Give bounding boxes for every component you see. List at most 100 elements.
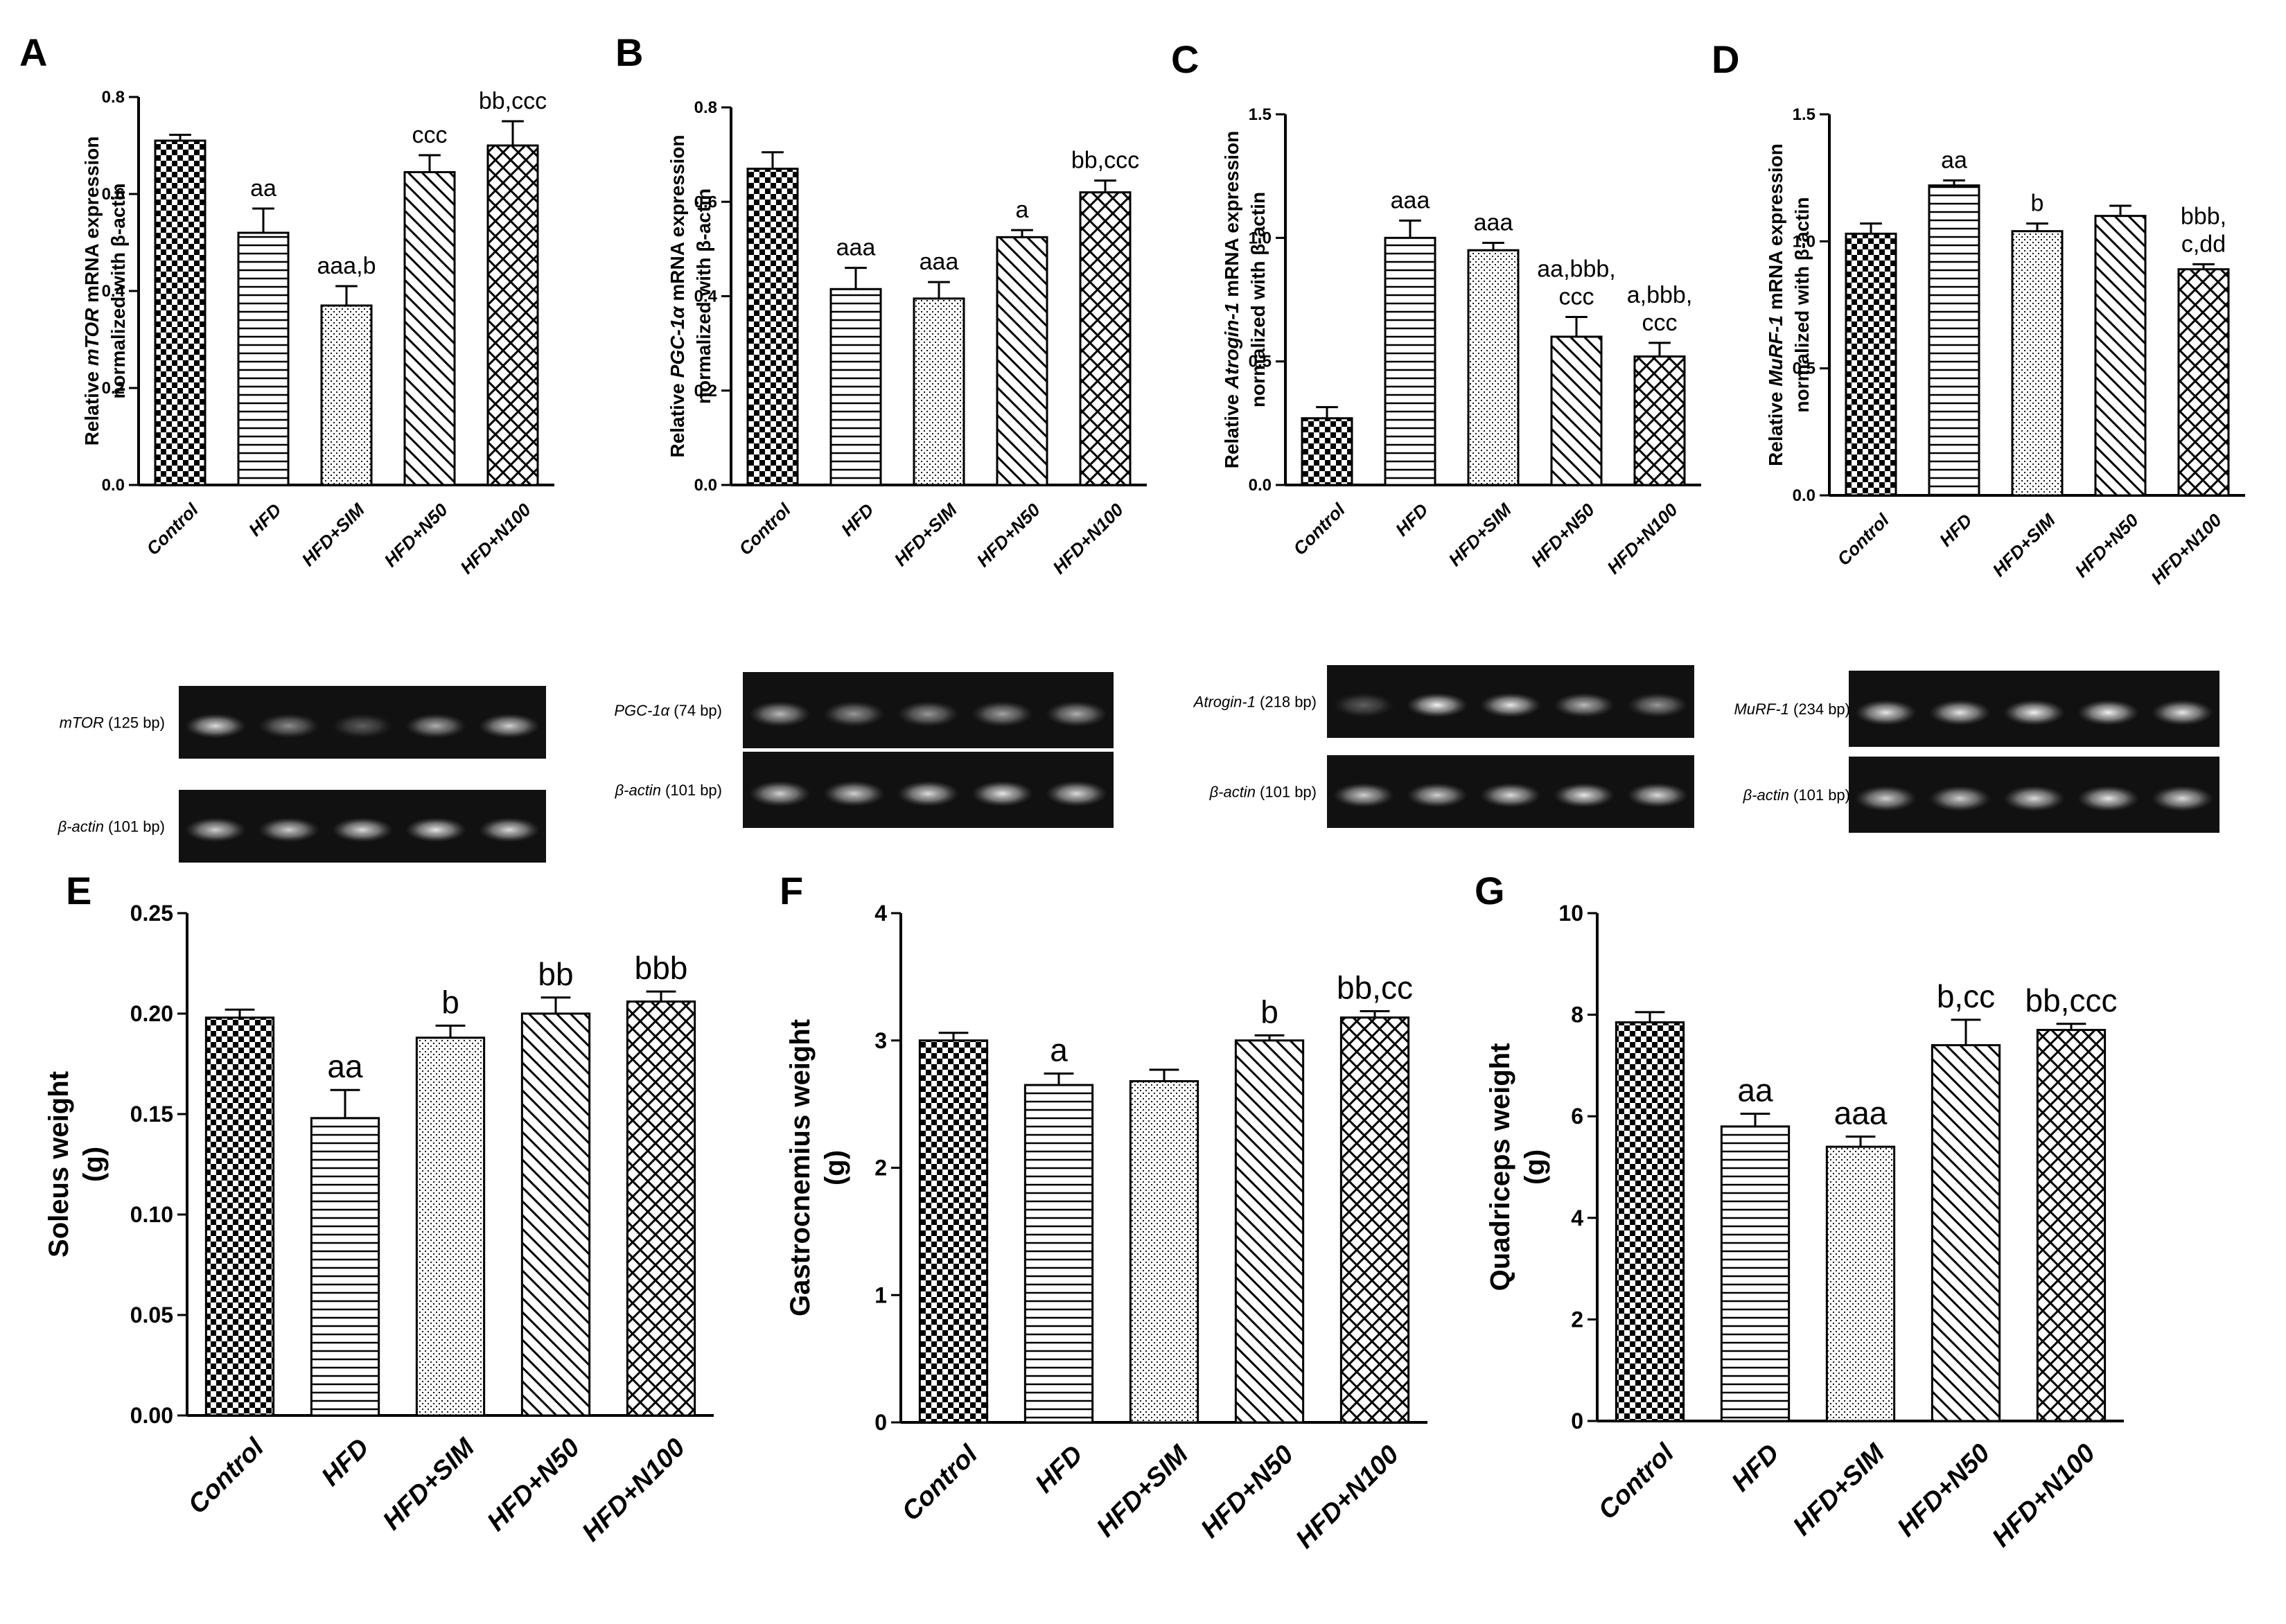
significance-label: aaa	[1391, 187, 1430, 213]
bar	[829, 288, 882, 486]
gel-band	[2077, 699, 2140, 726]
bar	[626, 1000, 696, 1417]
bar	[2011, 230, 2064, 497]
bar	[520, 1012, 591, 1417]
bar	[1931, 1044, 2001, 1422]
category-label: Control	[1833, 509, 1893, 570]
significance-label: b,cc	[1937, 978, 1995, 1014]
significance-label: aaa	[836, 235, 876, 261]
significance-label: c,dd	[2181, 231, 2226, 257]
category-label: HFD+SIM	[1091, 1439, 1195, 1542]
gel-band	[1854, 785, 1917, 812]
gel-band	[823, 700, 886, 727]
bar	[1633, 355, 1686, 486]
bar	[1615, 1021, 1685, 1422]
y-tick-label: 0.10	[130, 1202, 173, 1227]
bar	[310, 1117, 380, 1417]
y-tick-label: 0.0	[694, 476, 717, 495]
chart-panel-g: G 0 2 4 6 8 10 Quadriceps weight (g) Control aa HFD…	[1475, 869, 2124, 1553]
y-tick-label: 0.8	[102, 88, 125, 107]
y-tick-label: 4	[874, 901, 887, 926]
panel-letter: A	[19, 30, 47, 74]
chart-panel-b: B 0.0 0.2 0.4 0.6 0.8 Relative PGC-1α mRNA exp…	[615, 30, 1147, 578]
y-tick-label: 3	[874, 1028, 887, 1053]
significance-label: aa	[1737, 1073, 1773, 1109]
bar	[1928, 184, 1980, 497]
category-label: HFD	[1726, 1438, 1785, 1497]
gel-band	[1045, 700, 1108, 727]
y-axis-label: Relative PGC-1α mRNA expression normalize…	[667, 134, 714, 457]
category-label: HFD	[1391, 499, 1432, 540]
bar	[415, 1036, 486, 1417]
y-tick-label: 0.25	[130, 901, 173, 926]
category-label: HFD+N50	[380, 499, 452, 571]
gel-panel-d: MuRF-1 (234 bp) β-actin (101 bp)	[1734, 671, 2219, 833]
gel-band	[1928, 699, 1992, 726]
category-label: HFD+SIM	[1788, 1438, 1891, 1541]
y-tick-label: 1.5	[1793, 105, 1815, 124]
gel-band	[971, 700, 1034, 727]
y-tick-label: 4	[1571, 1206, 1583, 1230]
gel-band	[1406, 692, 1468, 718]
category-label: HFD+N50	[1892, 1438, 1996, 1542]
y-tick-label: 0.8	[694, 98, 717, 117]
category-label: HFD+N50	[1195, 1440, 1299, 1544]
y-tick-label: 0.15	[130, 1102, 173, 1127]
gel-band	[1333, 782, 1395, 808]
y-tick-label: 0.00	[130, 1403, 173, 1428]
gel-band	[1626, 782, 1689, 808]
gel-band	[1626, 692, 1689, 718]
bar	[1023, 1084, 1094, 1424]
significance-label: bb,cc	[1337, 969, 1413, 1005]
gel-band	[2003, 785, 2066, 812]
gel-band	[478, 713, 540, 739]
y-tick-label: 0.5	[1249, 353, 1272, 371]
bar	[1234, 1039, 1305, 1424]
gel-label-target: mTOR (125 bp)	[60, 714, 165, 732]
gel-band	[2151, 699, 2214, 726]
bar	[1467, 249, 1520, 486]
bar	[403, 171, 456, 486]
y-tick-label: 0.2	[694, 382, 717, 400]
gel-band	[331, 817, 394, 842]
y-tick-label: 10	[1558, 901, 1583, 926]
gel-band	[405, 817, 467, 842]
gel-band	[897, 700, 960, 727]
y-axis-label: Quadriceps weight (g)	[1485, 1043, 1550, 1291]
y-tick-label: 8	[1571, 1003, 1583, 1027]
significance-label: aaa	[920, 249, 959, 275]
y-tick-label: 1	[874, 1282, 887, 1307]
gel-band	[478, 817, 540, 842]
bar	[1129, 1080, 1199, 1424]
y-tick-label: 0.0	[102, 476, 125, 495]
category-label: HFD+N100	[2147, 509, 2226, 588]
significance-label: bbb,	[2181, 203, 2226, 229]
gel-band	[1553, 782, 1615, 808]
y-tick-label: 0.6	[694, 193, 717, 211]
significance-label: aa,bbb,	[1537, 256, 1615, 282]
panel-letter: G	[1475, 869, 1505, 912]
category-label: HFD+N100	[1987, 1438, 2101, 1553]
bar	[1079, 191, 1132, 486]
significance-label: b	[1260, 994, 1278, 1030]
significance-label: bb	[538, 956, 573, 992]
significance-label: bb,ccc	[1071, 148, 1139, 174]
y-tick-label: 0.05	[130, 1303, 173, 1327]
chart-panel-d: D 0.0 0.5 1.0 1.5 Relative MuRF-1 mRNA expres…	[1712, 37, 2245, 588]
y-tick-label: 1.0	[1793, 232, 1815, 251]
category-label: Control	[897, 1439, 984, 1526]
significance-label: bb,ccc	[479, 88, 547, 114]
bar	[918, 1039, 989, 1424]
y-tick-label: 0.6	[102, 185, 125, 204]
bar	[486, 144, 539, 486]
bar	[746, 168, 799, 486]
gel-band	[2077, 785, 2140, 812]
gel-band	[1045, 780, 1108, 807]
category-label: HFD	[837, 499, 878, 540]
significance-label: aa	[327, 1048, 363, 1084]
y-axis-label: Relative MuRF-1 mRNA expression normalize…	[1765, 143, 1813, 466]
y-tick-label: 0.2	[102, 379, 125, 398]
gel-band	[1928, 785, 1992, 812]
y-tick-label: 0.5	[1793, 360, 1815, 378]
gel-label-actin: β-actin (101 bp)	[1743, 786, 1850, 804]
